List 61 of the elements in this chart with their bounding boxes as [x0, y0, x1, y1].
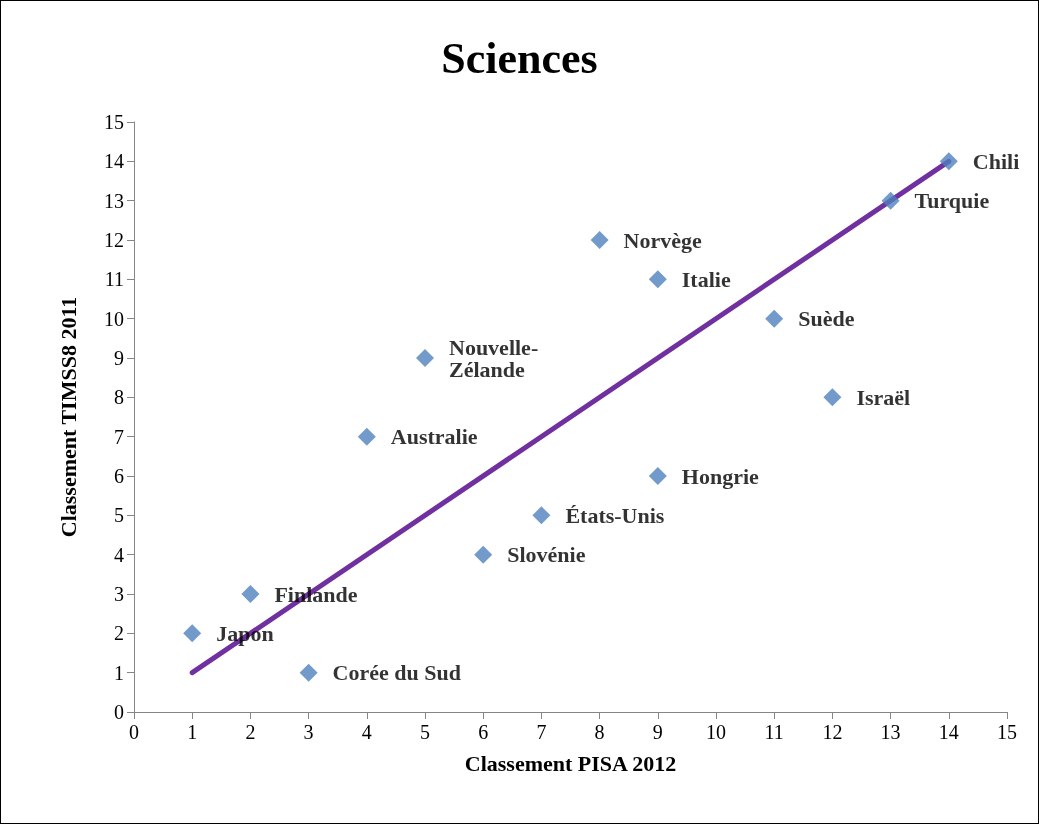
- x-tick-label: 14: [938, 721, 959, 743]
- point: [532, 506, 551, 525]
- x-tick-label: 13: [880, 721, 901, 743]
- annotation: Norvège: [623, 227, 703, 253]
- annotation: Suède: [798, 306, 855, 332]
- point: [474, 545, 493, 564]
- x-tick-label: 3: [303, 721, 314, 743]
- point: [416, 349, 434, 367]
- point: [939, 152, 958, 171]
- y-tick-label: 12: [104, 229, 124, 251]
- annotation: Australie: [390, 424, 478, 450]
- y-tick-label: 9: [114, 347, 124, 369]
- annotation: États-Unis: [565, 502, 665, 528]
- x-axis-title: Classement PISA 2012: [464, 750, 677, 776]
- x-tick-label: 9: [652, 721, 663, 743]
- chart-title: Sciences: [441, 33, 598, 83]
- y-tick-label: 5: [114, 504, 124, 527]
- annotation: Chili: [972, 148, 1020, 174]
- x-tick-label: 8: [594, 721, 605, 743]
- point: [648, 467, 667, 485]
- y-tick-label: 4: [114, 543, 124, 566]
- y-tick-label: 15: [104, 111, 124, 133]
- x-tick-label: 6: [478, 721, 489, 743]
- x-tick-label: 5: [420, 721, 430, 743]
- y-tick-label: 0: [114, 701, 124, 723]
- point: [357, 427, 376, 446]
- y-tick-label: 1: [114, 661, 124, 684]
- annotation: Israël: [856, 384, 911, 410]
- y-axis-title: Classement TIMSS8 2011: [55, 296, 81, 538]
- x-tick-label: 1: [187, 721, 198, 743]
- point: [881, 191, 900, 210]
- annotation: Nouvelle-Zélande: [449, 334, 539, 382]
- y-tick-label: 7: [114, 425, 124, 448]
- x-tick-label: 7: [536, 721, 547, 743]
- x-tick-label: 2: [245, 721, 256, 743]
- y-tick-label: 6: [114, 465, 124, 487]
- annotation: Corée du Sud: [332, 660, 461, 686]
- point: [299, 663, 318, 682]
- x-tick-label: 4: [361, 721, 372, 743]
- point: [241, 585, 260, 603]
- y-tick-label: 13: [104, 189, 124, 212]
- y-tick-label: 8: [114, 386, 124, 409]
- point: [183, 624, 202, 643]
- point: [823, 388, 842, 407]
- annotation: Turquie: [914, 188, 990, 214]
- y-tick-label: 3: [114, 583, 124, 605]
- x-tick-label: 12: [822, 721, 843, 743]
- y-tick-label: 2: [114, 622, 124, 645]
- point: [765, 309, 784, 328]
- y-tick-label: 10: [104, 307, 124, 330]
- annotation: Slovénie: [507, 542, 586, 568]
- annotation: Hongrie: [681, 463, 760, 489]
- y-tick-label: 11: [104, 268, 124, 291]
- point: [648, 270, 667, 289]
- point: [590, 231, 609, 249]
- annotation: Italie: [681, 266, 731, 292]
- x-tick-label: 10: [706, 721, 726, 743]
- x-tick-label: 15: [997, 721, 1017, 743]
- x-tick-label: 11: [764, 721, 784, 743]
- x-tick-label: 0: [129, 721, 139, 743]
- y-tick-label: 14: [104, 150, 124, 173]
